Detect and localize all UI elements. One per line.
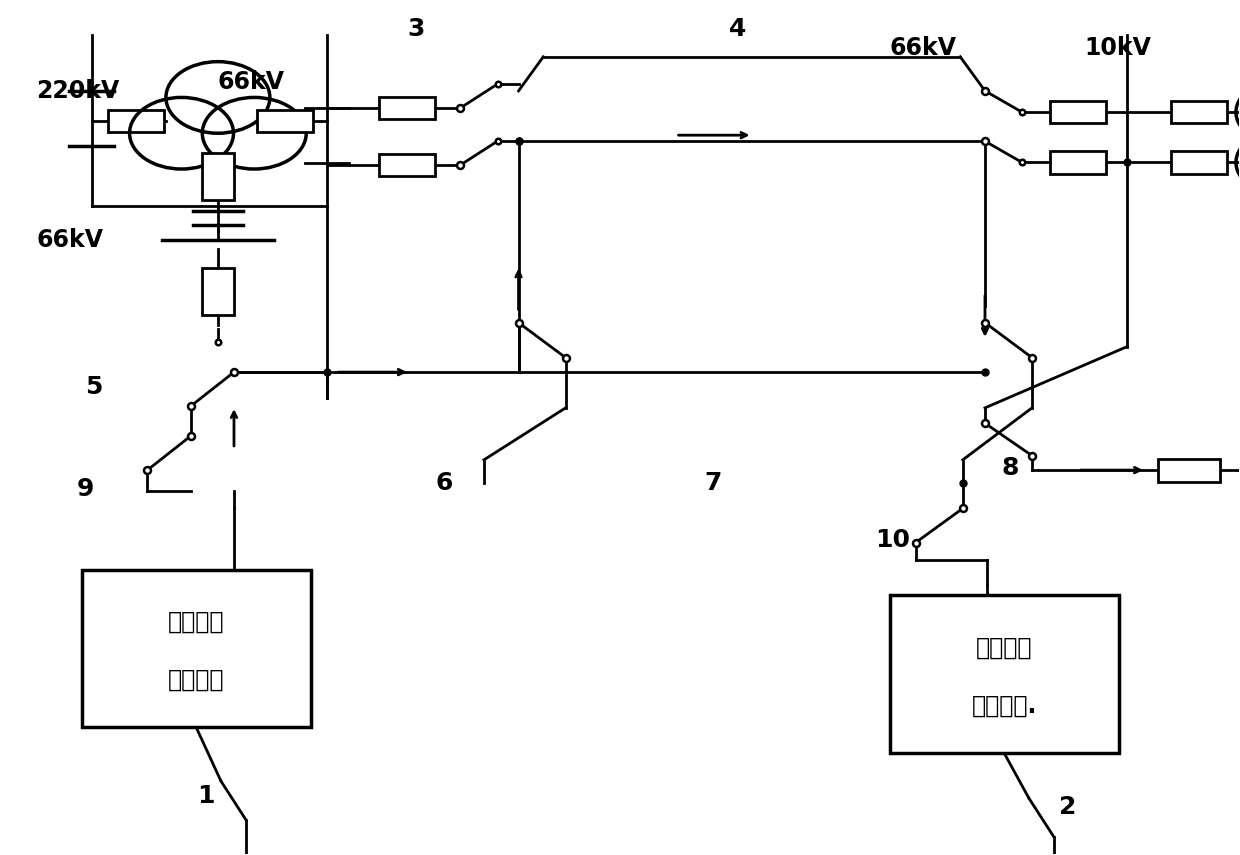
- Bar: [1050, 151, 1106, 174]
- Text: 补偿装置.: 补偿装置.: [971, 693, 1037, 717]
- Text: 220kV: 220kV: [36, 79, 119, 103]
- Text: 9: 9: [77, 477, 94, 501]
- Text: 6: 6: [435, 471, 453, 495]
- Text: 补偿装置: 补偿装置: [167, 669, 224, 693]
- Text: 66kV: 66kV: [36, 228, 103, 252]
- Bar: [202, 153, 234, 199]
- Text: 第一无功: 第一无功: [167, 610, 224, 634]
- Text: 2: 2: [1059, 795, 1076, 819]
- Text: 10: 10: [874, 528, 910, 552]
- Bar: [1172, 101, 1226, 123]
- Bar: [1050, 101, 1106, 123]
- Bar: [1172, 151, 1226, 174]
- Text: 3: 3: [407, 16, 424, 41]
- Text: 66kV: 66kV: [218, 70, 285, 94]
- Text: 8: 8: [1001, 457, 1018, 481]
- Text: 第二无功: 第二无功: [976, 635, 1033, 659]
- Text: 7: 7: [704, 471, 722, 495]
- Bar: [379, 97, 435, 119]
- Bar: [257, 109, 312, 132]
- Bar: [890, 595, 1118, 753]
- Text: 66kV: 66kV: [890, 36, 957, 60]
- Bar: [82, 569, 311, 728]
- Bar: [379, 154, 435, 176]
- Text: 4: 4: [729, 16, 746, 41]
- Text: 10kV: 10kV: [1084, 36, 1151, 60]
- Text: 5: 5: [86, 374, 103, 398]
- Bar: [1158, 458, 1220, 481]
- Bar: [108, 109, 164, 132]
- Bar: [202, 268, 234, 315]
- Text: 1: 1: [197, 784, 215, 808]
